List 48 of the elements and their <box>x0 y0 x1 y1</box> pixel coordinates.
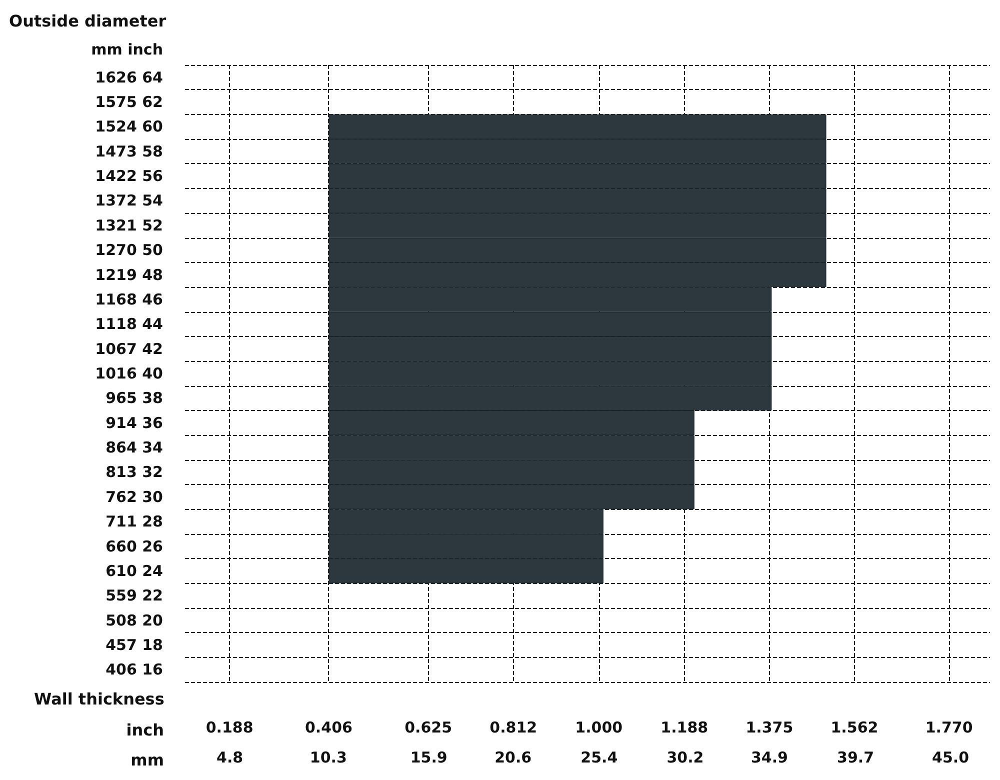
x-tick-label: 1.770 <box>925 718 973 736</box>
chart-title: Outside diameter <box>9 12 166 30</box>
x2-tick-label: 45.0 <box>932 748 970 766</box>
y-tick-label: 406 16 <box>106 660 163 679</box>
y-tick-label: 914 36 <box>106 414 163 432</box>
x2-tick-label: 4.8 <box>216 748 244 766</box>
y-tick-label: 559 22 <box>106 586 163 605</box>
y-tick-label: 610 24 <box>106 562 163 580</box>
y-tick-label: 1422 56 <box>95 167 163 186</box>
y-tick-label: 1168 46 <box>95 290 163 308</box>
y-tick-label: 1372 54 <box>95 192 163 210</box>
x-tick-label: 1.375 <box>746 718 794 736</box>
y-tick-label: 813 32 <box>106 463 163 482</box>
x2-tick-label: 20.6 <box>494 748 532 766</box>
y-tick-label: 660 26 <box>106 537 163 556</box>
x2-tick-label: 15.9 <box>410 748 448 766</box>
y-tick-label: 1524 60 <box>95 118 163 136</box>
y-tick-label: 457 18 <box>106 636 163 654</box>
y-axis-title: mm inch <box>91 40 163 58</box>
x-tick-label: 1.000 <box>575 718 623 736</box>
y-tick-label: 711 28 <box>106 512 163 531</box>
y-tick-label: 1016 40 <box>95 364 163 382</box>
y-tick-label: 1067 42 <box>95 340 163 358</box>
x2-tick-label: 10.3 <box>310 748 347 766</box>
y-tick-label: 1270 50 <box>95 241 163 260</box>
x-tick-label: 1.562 <box>830 718 878 736</box>
y-tick-label: 1118 44 <box>95 315 163 334</box>
x-tick-label: 0.625 <box>404 718 452 736</box>
x-tick-label: 0.812 <box>490 718 538 736</box>
text: mm <box>130 750 164 770</box>
y-tick-label: 762 30 <box>106 488 163 506</box>
y-tick-label: 1321 52 <box>95 216 163 234</box>
y-tick-label: 1219 48 <box>95 266 163 284</box>
text: inch <box>126 720 164 740</box>
y-tick-label: 1473 58 <box>95 142 163 160</box>
y-tick-label: 508 20 <box>106 611 163 630</box>
x2-tick-label: 34.9 <box>750 748 788 766</box>
x-tick-label: 0.188 <box>206 718 254 736</box>
y-tick-label: 864 34 <box>106 438 163 457</box>
x-tick-label: 0.406 <box>304 718 352 736</box>
x-tick-label: 1.188 <box>660 718 708 736</box>
y-tick-label: 965 38 <box>106 389 163 408</box>
y-tick-label: 1626 64 <box>95 68 163 86</box>
x2-tick-label: 25.4 <box>580 748 618 766</box>
x2-tick-label: 39.7 <box>837 748 874 766</box>
x-axis-title: Wall thickness <box>34 690 164 708</box>
x2-tick-label: 30.2 <box>666 748 704 766</box>
y-tick-label: 1575 62 <box>95 93 163 112</box>
